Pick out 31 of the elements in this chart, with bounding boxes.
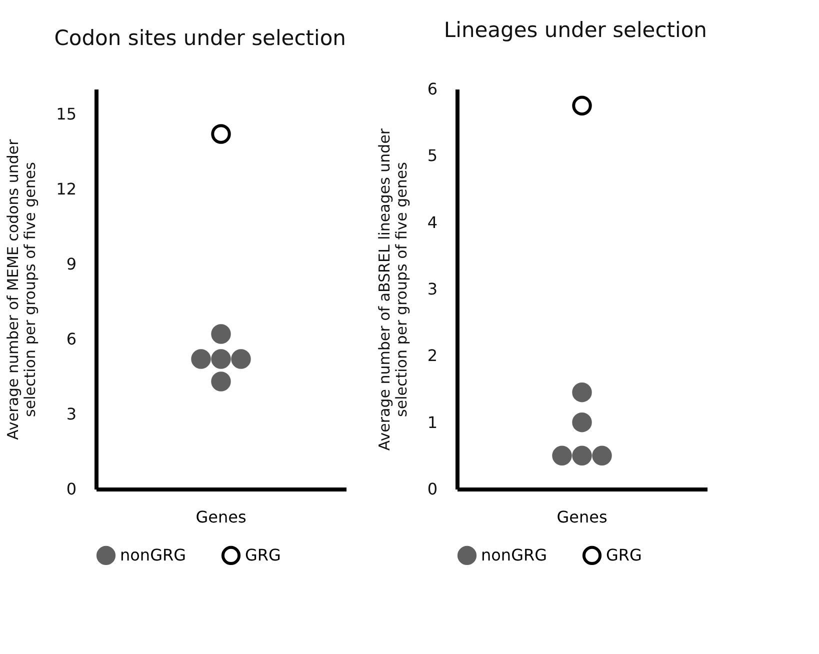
y-tick-label: 1 [427, 412, 438, 432]
y-tick-label: 12 [56, 180, 76, 198]
y-tick-label: 6 [66, 330, 76, 348]
y-axis-title: Average number of aBSREL lineages under selection per groups of five genes [375, 128, 410, 451]
point [211, 124, 231, 144]
x-tick-label: Genes [196, 508, 246, 526]
y-tick-label: 9 [66, 254, 76, 274]
point [572, 446, 592, 466]
y-tick-label: 5 [427, 146, 438, 166]
y-tick-label: 15 [56, 104, 76, 124]
legend-label: GRG [245, 545, 281, 564]
point [211, 349, 231, 369]
point [572, 412, 592, 432]
y-tick-label: 3 [66, 404, 76, 424]
chart-title: Codon sites under selection [54, 26, 346, 50]
y-tick-label: 0 [66, 480, 76, 498]
legend-label: nonGRG [481, 545, 547, 564]
y-tick-label: 4 [427, 212, 438, 232]
point [572, 96, 592, 116]
point [211, 372, 231, 392]
point [572, 382, 592, 402]
y-tick-label: 6 [427, 80, 438, 98]
legend-label: nonGRG [120, 545, 186, 564]
chart-title: Lineages under selection [444, 18, 707, 42]
y-tick-label: 2 [427, 346, 438, 366]
legend-label: GRG [606, 545, 642, 564]
y-tick-label: 0 [427, 480, 438, 498]
y-axis-title: Average number of MEME codons under selection per groups of five genes [4, 138, 40, 440]
point [211, 324, 231, 344]
y-tick-label: 3 [427, 280, 438, 298]
x-tick-label: Genes [556, 508, 608, 526]
